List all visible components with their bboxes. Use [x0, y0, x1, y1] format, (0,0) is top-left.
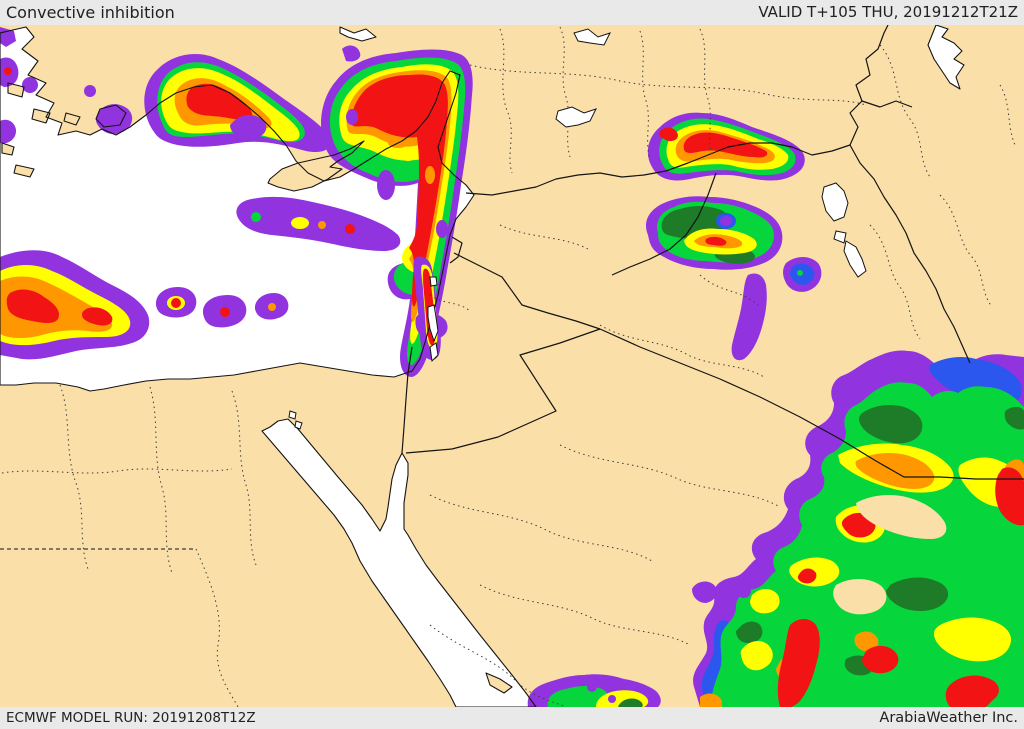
- valid-time-label: VALID T+105 THU, 20191212T21Z: [758, 3, 1018, 21]
- lake-small-2: [843, 240, 867, 278]
- lake-van: [555, 106, 597, 128]
- lake-small-1: [833, 230, 847, 244]
- lake-urmia: [821, 182, 849, 222]
- lake-tuz: [573, 28, 611, 46]
- cin-blob-west-mediterranean: [0, 57, 150, 360]
- cin-blob-east-iraq-small: [783, 257, 822, 292]
- model-run-label: ECMWF MODEL RUN: 20191208T12Z: [6, 710, 256, 726]
- admin-borders: [0, 26, 1017, 707]
- map-canvas: [0, 25, 1024, 707]
- forecast-map-svg: [0, 25, 1024, 707]
- cin-shading: [0, 27, 1024, 707]
- cin-blob-central-iraq: [645, 196, 783, 270]
- cin-blob-sw-turkey: [144, 54, 332, 153]
- bitter-lakes: [288, 410, 303, 430]
- cin-arm-bottom-centre: [527, 674, 661, 707]
- brand-label: ArabiaWeather Inc.: [879, 710, 1018, 726]
- cin-blob-north-iraq: [647, 112, 805, 181]
- cin-streak-central-iraq: [731, 273, 767, 361]
- sea-of-galilee: [429, 276, 438, 287]
- cin-chain-small-blobs: [155, 287, 289, 328]
- cin-band-south-of-cyprus: [236, 196, 401, 251]
- lakes: [288, 28, 867, 430]
- cin-system-southeast: [692, 350, 1024, 707]
- dead-sea-south: [429, 342, 439, 363]
- map-linework: [0, 25, 1024, 707]
- dead-sea: [427, 304, 439, 343]
- header-bar: Convective inhibition VALID T+105 THU, 2…: [0, 0, 1024, 25]
- country-borders: [401, 25, 1024, 480]
- page-title: Convective inhibition: [6, 3, 175, 22]
- footer-bar: ECMWF MODEL RUN: 20191208T12Z ArabiaWeat…: [0, 707, 1024, 729]
